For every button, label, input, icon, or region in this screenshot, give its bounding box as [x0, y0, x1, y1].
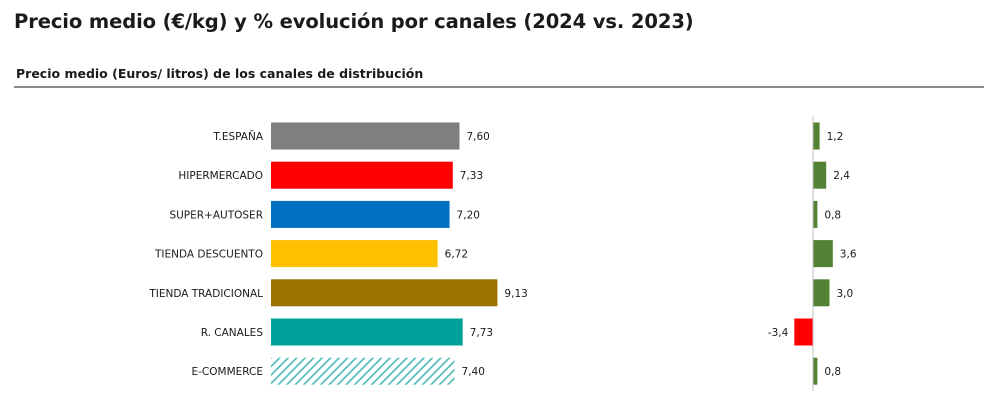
price-value-label-r-canales: 7,73 [470, 327, 493, 339]
price-bar-r-canales [271, 318, 463, 346]
title-divider [14, 86, 984, 88]
category-label-t-espa-a: T.ESPAÑA [212, 130, 264, 143]
evolution-value-label-r-canales: -3,4 [768, 327, 789, 339]
category-label-hipermercado: HIPERMERCADO [178, 170, 263, 182]
price-bar-e-commerce [271, 357, 455, 385]
price-value-label-tienda-tradicional: 9,13 [504, 288, 527, 300]
evolution-value-label-e-commerce: 0,8 [824, 366, 841, 378]
chart-subtitle: Precio medio (Euros/ litros) de los cana… [16, 66, 424, 81]
evolution-bar-super-autoser [813, 200, 818, 228]
price-bar-tienda-tradicional [271, 279, 498, 307]
evolution-bar-tienda-descuento [813, 240, 833, 268]
price-value-label-hipermercado: 7,33 [460, 170, 483, 182]
category-label-tienda-tradicional: TIENDA TRADICIONAL [148, 288, 263, 300]
price-bar-chart: T.ESPAÑA 7,60 HIPERMERCADO 7,33 SUPER+AUTOSE… [148, 122, 528, 385]
category-label-e-commerce: E-COMMERCE [191, 366, 263, 378]
price-value-label-t-espa-a: 7,60 [466, 131, 489, 143]
evolution-bar-t-espa-a [813, 122, 820, 150]
evolution-bar-e-commerce [813, 357, 818, 385]
evolution-value-label-hipermercado: 2,4 [833, 170, 850, 182]
evolution-bar-r-canales [794, 318, 813, 346]
price-value-label-e-commerce: 7,40 [462, 366, 485, 378]
evolution-value-label-tienda-descuento: 3,6 [840, 249, 857, 261]
category-label-r-canales: R. CANALES [201, 327, 264, 339]
price-bar-tienda-descuento [271, 240, 438, 268]
page-title: Precio medio (€/kg) y % evolución por ca… [14, 10, 694, 33]
evolution-bar-chart: 1,2 2,4 0,8 3,6 3,0 -3,4 0,8 [768, 116, 857, 391]
evolution-bar-hipermercado [813, 161, 827, 189]
evolution-value-label-super-autoser: 0,8 [824, 209, 841, 221]
category-label-super-autoser: SUPER+AUTOSER [169, 209, 263, 221]
price-bar-super-autoser [271, 200, 450, 228]
price-value-label-super-autoser: 7,20 [457, 209, 480, 221]
price-bar-t-espa-a [271, 122, 460, 150]
price-bar-hipermercado [271, 161, 453, 189]
evolution-bar-tienda-tradicional [813, 279, 830, 307]
category-label-tienda-descuento: TIENDA DESCUENTO [154, 249, 263, 261]
evolution-value-label-t-espa-a: 1,2 [827, 131, 844, 143]
price-value-label-tienda-descuento: 6,72 [445, 249, 468, 261]
evolution-value-label-tienda-tradicional: 3,0 [837, 288, 854, 300]
